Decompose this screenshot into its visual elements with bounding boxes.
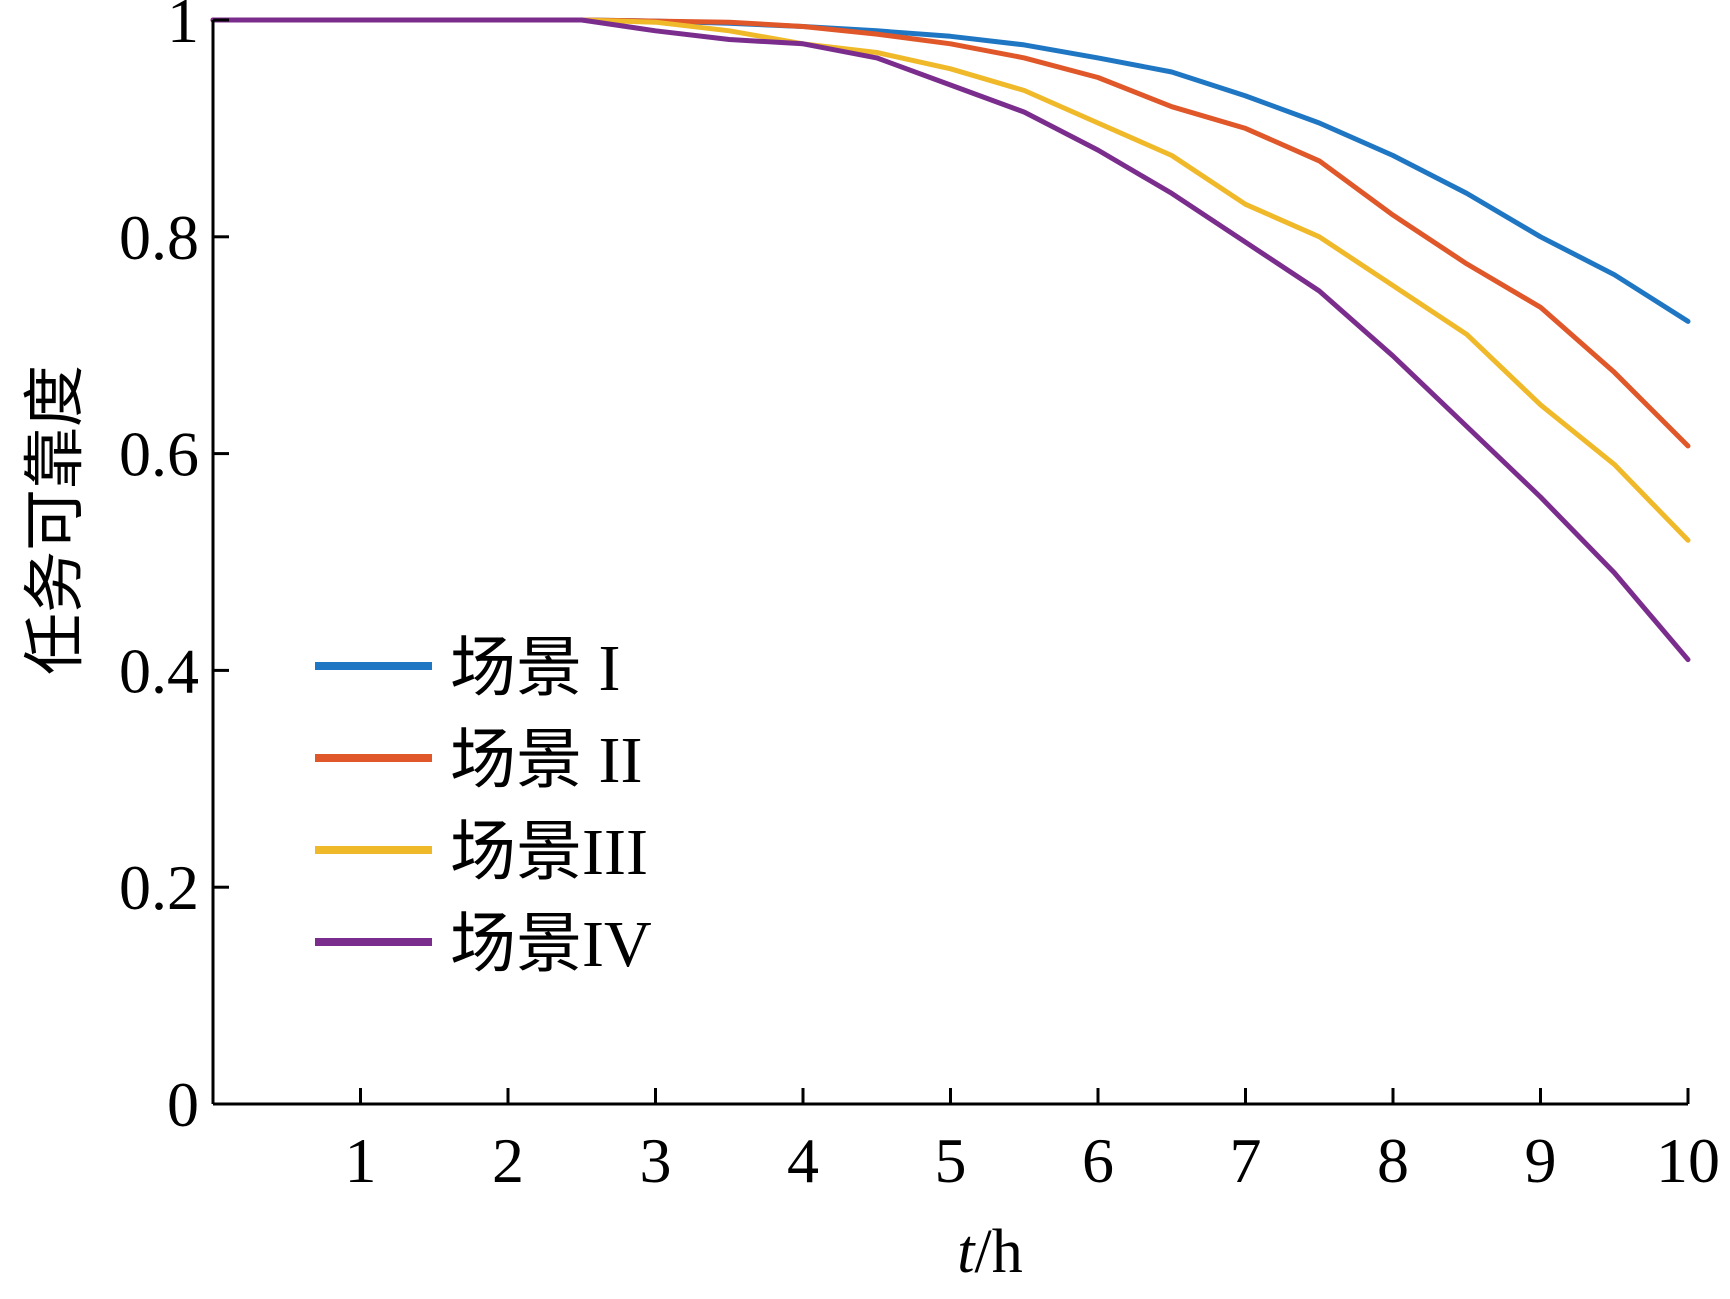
- x-axis-label-unit: /h: [975, 1218, 1023, 1286]
- x-tick-label: 4: [787, 1125, 819, 1196]
- y-tick-label: 1: [167, 0, 199, 56]
- x-tick-label: 7: [1230, 1125, 1262, 1196]
- series-layer: [210, 17, 1691, 663]
- x-ticks: 1 2 3 4 5 6 7 8 9 10: [345, 1088, 1720, 1196]
- y-tick-label: 0.4: [119, 635, 199, 706]
- series-line-1: [210, 17, 1691, 324]
- y-tick-label: 0.6: [119, 419, 199, 490]
- series-line-4: [210, 17, 1691, 663]
- legend-label-2: 场景 II: [450, 724, 642, 797]
- x-tick-label: 3: [640, 1125, 672, 1196]
- x-tick-label: 8: [1377, 1125, 1409, 1196]
- x-axis-label-variable: t: [957, 1218, 976, 1286]
- x-tick-label: 6: [1082, 1125, 1114, 1196]
- series-line-3: [210, 17, 1691, 543]
- x-axis-label: t/h: [957, 1218, 1022, 1286]
- x-tick-label: 10: [1656, 1125, 1720, 1196]
- x-tick-label: 5: [935, 1125, 967, 1196]
- x-tick-label: 2: [492, 1125, 524, 1196]
- x-tick-label: 1: [345, 1125, 377, 1196]
- legend-label-3: 场景III: [450, 816, 648, 889]
- y-tick-label: 0: [167, 1069, 199, 1140]
- legend-label-4: 场景IV: [450, 908, 652, 981]
- legend: 场景 I 场景 II 场景III 场景IV: [315, 632, 652, 981]
- y-tick-label: 0.8: [119, 202, 199, 273]
- y-axis-label: 任务可靠度: [22, 365, 90, 675]
- y-ticks: 0 0.2 0.4 0.6 0.8 1: [119, 0, 229, 1140]
- legend-label-1: 场景 I: [450, 632, 620, 705]
- x-tick-label: 9: [1525, 1125, 1557, 1196]
- axes-layer: [211, 20, 1688, 1106]
- y-tick-label: 0.2: [119, 852, 199, 923]
